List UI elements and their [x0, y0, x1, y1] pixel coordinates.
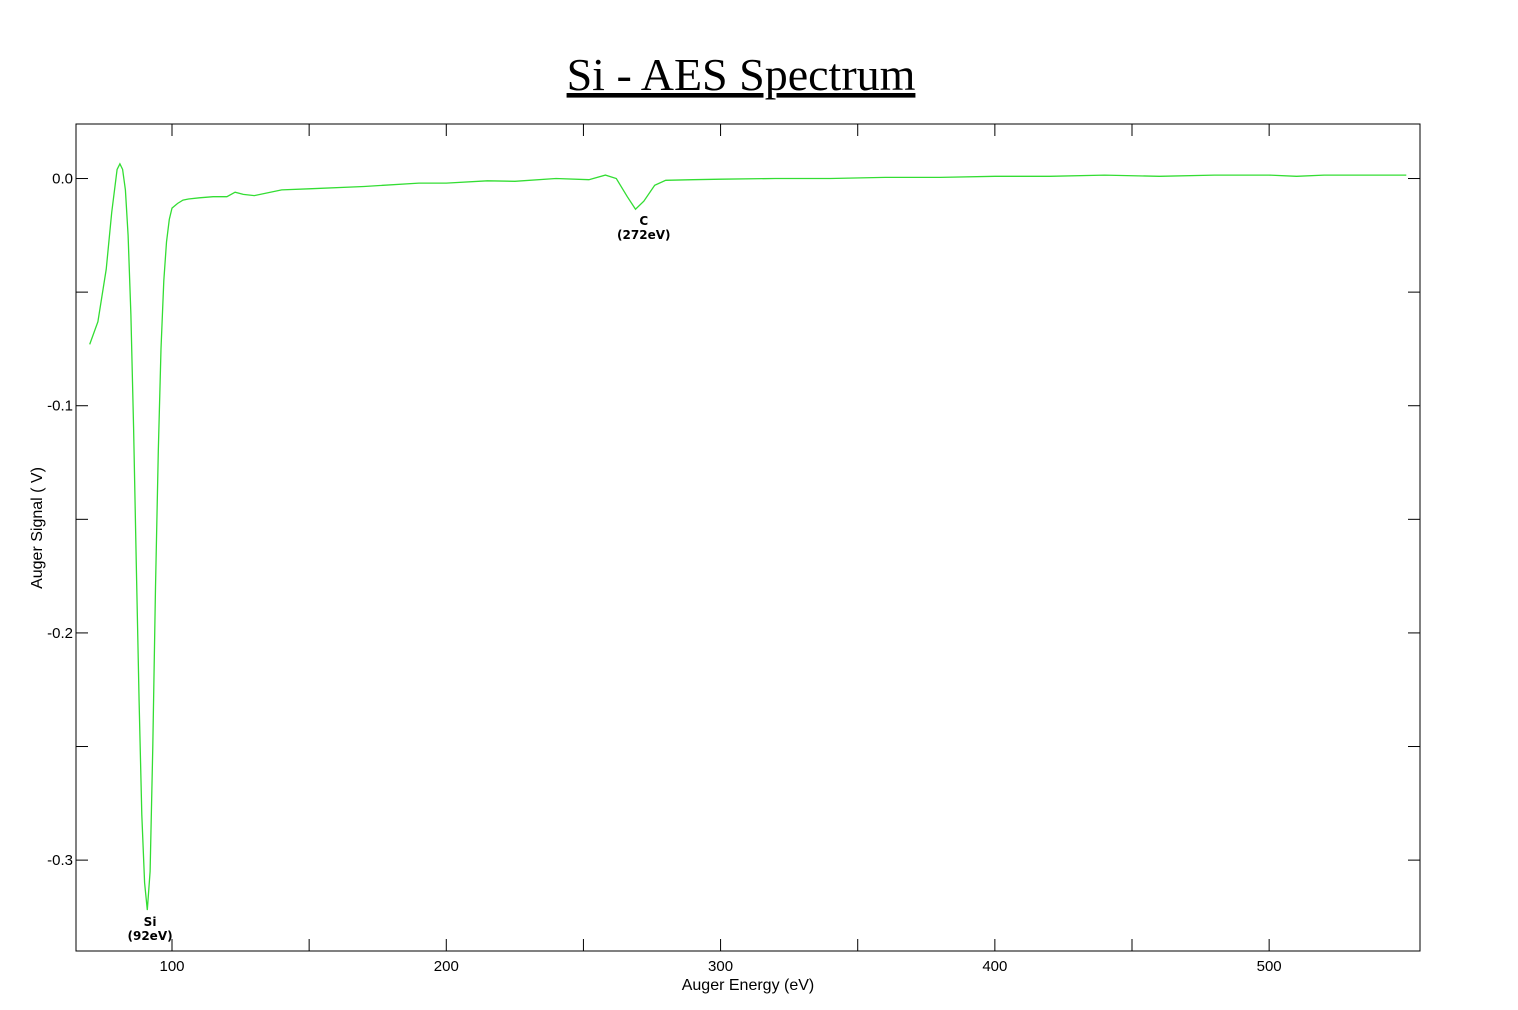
x-tick-label: 200 [434, 958, 459, 975]
x-axis-label: Auger Energy (eV) [682, 977, 815, 994]
chart-title: Si - AES Spectrum [567, 49, 916, 100]
y-tick-label: -0.3 [47, 852, 73, 869]
plot-frame [75, 123, 1421, 952]
peak-energy: (92eV) [128, 929, 173, 943]
y-tick-labels: 0.0 -0.1 -0.2 -0.3 [47, 171, 73, 870]
peak-label: C [639, 214, 648, 228]
y-tick-label: -0.1 [47, 398, 73, 415]
peak-label: Si [144, 915, 157, 929]
y-axis-label: Auger Signal ( V) [29, 467, 46, 589]
peak-annotations: Si(92eV) C(272eV) [128, 214, 671, 943]
y-tick-label: -0.2 [47, 625, 73, 642]
x-tick-label: 500 [1257, 958, 1282, 975]
series-line [89, 162, 1407, 911]
peak-energy: (272eV) [617, 228, 670, 242]
x-tick-label: 300 [708, 958, 733, 975]
y-tick-label: 0.0 [52, 171, 73, 188]
x-tick-labels: 100 200 300 400 500 [159, 958, 1281, 975]
axis-ticks [76, 124, 1420, 951]
x-tick-label: 400 [982, 958, 1007, 975]
x-tick-label: 100 [159, 958, 184, 975]
